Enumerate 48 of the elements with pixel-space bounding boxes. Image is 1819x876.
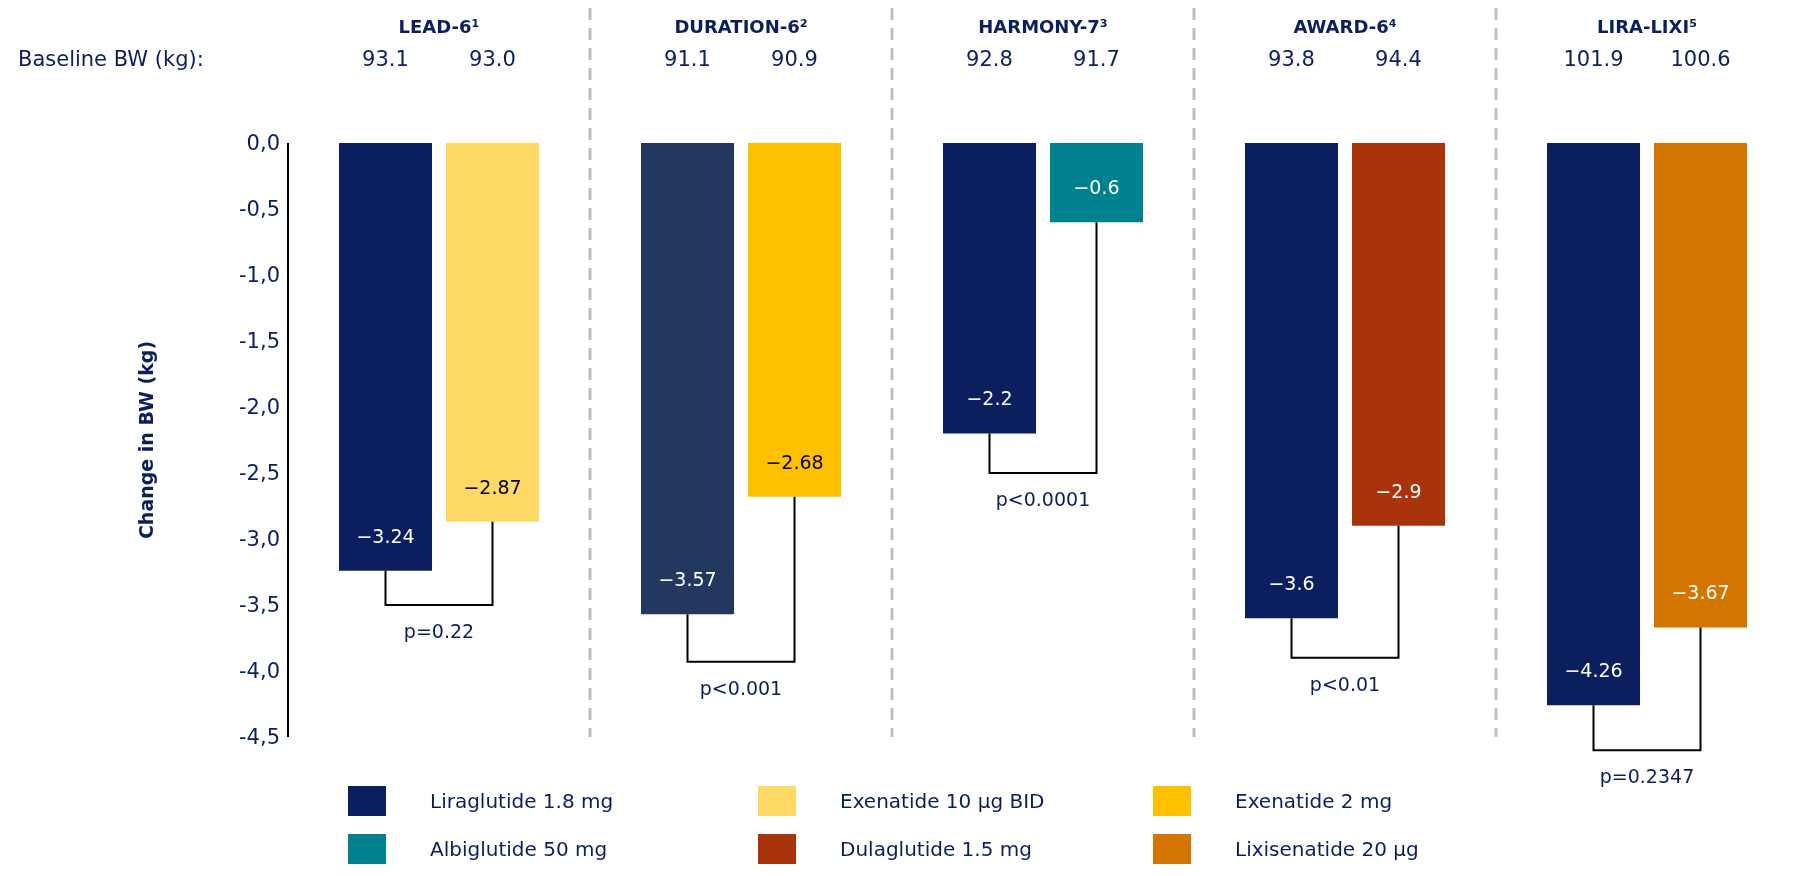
legend-label: Dulaglutide 1.5 mg xyxy=(840,837,1032,861)
y-tick-label: -3,5 xyxy=(239,593,280,618)
data-label: −4.26 xyxy=(1564,659,1623,682)
text: 94.4 xyxy=(1375,47,1422,71)
data-label: −2.68 xyxy=(765,450,824,473)
annotation: p<0.0001 xyxy=(995,488,1091,510)
data-label: −3.57 xyxy=(658,568,717,591)
x-tick-label: AWARD-6⁴ xyxy=(1293,16,1397,37)
data-label: −0.6 xyxy=(1073,176,1120,199)
data-label: −3.67 xyxy=(1671,581,1730,604)
text: 100.6 xyxy=(1670,47,1731,71)
y-tick-label: -2,0 xyxy=(239,395,280,420)
y-tick-label: -3,0 xyxy=(239,527,280,552)
x-tick-label: DURATION-6² xyxy=(674,16,808,37)
y-tick-label: -1,5 xyxy=(239,329,280,354)
x-tick-label: HARMONY-7³ xyxy=(978,16,1108,37)
x-tick-label: LEAD-6¹ xyxy=(398,16,480,37)
annotation: p=0.22 xyxy=(403,620,475,642)
data-label: −3.24 xyxy=(356,524,415,547)
text: 91.7 xyxy=(1073,47,1120,71)
legend-label: Exenatide 2 mg xyxy=(1235,789,1393,813)
annotation: p<0.001 xyxy=(699,676,783,699)
y-tick-label: -0,5 xyxy=(239,197,280,222)
y-tick-label: -2,5 xyxy=(239,461,280,486)
x-tick-label: LIRA-LIXI⁵ xyxy=(1596,16,1698,37)
y-tick-label: 0,0 xyxy=(246,131,280,156)
text: 93.1 xyxy=(362,47,409,71)
data-label: −2.9 xyxy=(1375,479,1422,502)
legend-label: Exenatide 10 µg BID xyxy=(840,789,1045,813)
text: 91.1 xyxy=(664,47,711,71)
text: 90.9 xyxy=(771,47,818,71)
y-tick-label: -4,5 xyxy=(239,725,280,750)
y-tick-label: -4,0 xyxy=(239,659,280,684)
text: p=0.2347 xyxy=(1599,765,1695,788)
text: Baseline BW (kg): xyxy=(18,47,204,71)
y-axis-title: Change in BW (kg) xyxy=(135,340,157,540)
text: 92.8 xyxy=(966,47,1013,71)
text: 101.9 xyxy=(1563,47,1624,71)
legend-label: Lixisenatide 20 µg xyxy=(1235,837,1419,861)
data-label: −2.2 xyxy=(966,387,1013,410)
annotation: p<0.01 xyxy=(1309,672,1381,695)
text: 93.0 xyxy=(469,47,516,71)
data-label: −2.87 xyxy=(463,475,522,498)
data-label: −3.6 xyxy=(1268,572,1315,595)
y-tick-label: -1,0 xyxy=(239,263,280,288)
legend-label: Albiglutide 50 mg xyxy=(430,837,608,861)
legend-label: Liraglutide 1.8 mg xyxy=(430,789,614,813)
text: 93.8 xyxy=(1268,47,1315,71)
